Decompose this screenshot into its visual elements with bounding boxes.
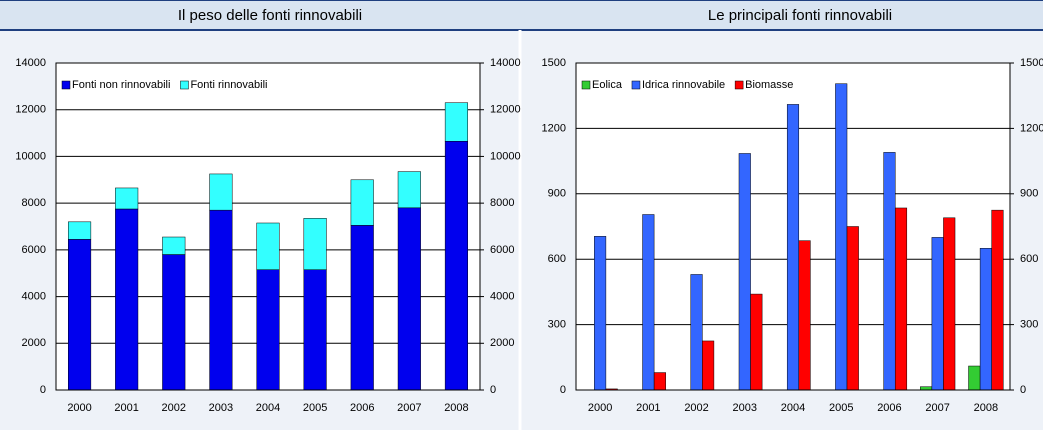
x-tick-label: 2000 [67, 402, 91, 414]
bar [738, 153, 751, 391]
x-tick-label: 2000 [588, 402, 612, 414]
y2-tick-label: 1200 [1020, 122, 1043, 134]
bar [786, 104, 800, 391]
legend-label: Fonti rinnovabili [190, 79, 267, 91]
y2-tick-label: 300 [1020, 319, 1038, 331]
y2-tick-label: 14000 [490, 57, 521, 69]
bar-segment [397, 207, 421, 391]
y2-tick-label: 2000 [490, 337, 514, 349]
legend-swatch [581, 80, 591, 90]
y-tick-label: 300 [548, 319, 566, 331]
bar-segment [350, 179, 374, 226]
x-tick-label: 2008 [974, 402, 998, 414]
y2-tick-label: 0 [490, 384, 496, 396]
x-tick-label: 2005 [829, 402, 853, 414]
y-tick-label: 10000 [15, 150, 46, 162]
y-tick-label: 900 [548, 188, 566, 200]
y-tick-label: 0 [560, 384, 566, 396]
legend-swatch [734, 80, 744, 90]
x-tick-label: 2004 [256, 402, 280, 414]
y2-tick-label: 12000 [490, 104, 521, 116]
legend-label: Biomasse [745, 79, 793, 91]
plot-border [575, 62, 1011, 391]
legend-swatch [180, 80, 189, 90]
x-tick-label: 2003 [209, 402, 233, 414]
y2-tick-label: 8000 [490, 197, 514, 209]
y-tick-label: 4000 [22, 290, 46, 302]
y-tick-label: 8000 [22, 197, 46, 209]
y-tick-label: 14000 [15, 57, 46, 69]
bar [690, 274, 703, 391]
bar [991, 209, 1004, 391]
legend-swatch [61, 80, 71, 90]
bar [883, 152, 896, 391]
x-tick-label: 2007 [925, 402, 949, 414]
x-tick-label: 2001 [114, 402, 138, 414]
legend-label: Idrica rinnovabile [642, 79, 725, 91]
y-tick-label: 12000 [15, 104, 46, 116]
bar-segment [303, 218, 327, 270]
x-tick-label: 2006 [350, 402, 374, 414]
bar-segment [444, 102, 469, 142]
y-tick-label: 1200 [542, 122, 566, 134]
x-tick-label: 2002 [684, 402, 708, 414]
header-band [0, 0, 1043, 30]
y-tick-label: 0 [40, 384, 46, 396]
bar-segment [115, 187, 139, 210]
x-tick-label: 2008 [444, 402, 468, 414]
bar-segment [67, 221, 92, 240]
bar-segment [162, 254, 186, 391]
bar-segment [444, 140, 469, 391]
bar [846, 226, 859, 391]
bar-segment [115, 208, 139, 391]
bar [931, 237, 944, 391]
bar [642, 214, 655, 391]
bar-segment [350, 225, 374, 391]
y2-tick-label: 10000 [490, 150, 521, 162]
bar-segment [209, 209, 233, 391]
bar [750, 293, 763, 391]
x-tick-label: 2006 [877, 402, 901, 414]
bar-segment [397, 171, 421, 209]
bar-segment [67, 239, 92, 391]
bar-segment [303, 269, 327, 391]
y-tick-label: 600 [548, 253, 566, 265]
x-tick-label: 2005 [303, 402, 327, 414]
y2-tick-label: 600 [1020, 253, 1038, 265]
bar [943, 217, 956, 391]
legend-label: Eolica [592, 79, 623, 91]
x-tick-label: 2002 [162, 402, 186, 414]
y2-tick-label: 900 [1020, 188, 1038, 200]
bar [594, 236, 607, 391]
y-tick-label: 1500 [542, 57, 566, 69]
y2-tick-label: 1500 [1020, 57, 1043, 69]
legend-label: Fonti non rinnovabili [72, 79, 170, 91]
bar [835, 83, 848, 391]
bar [894, 207, 908, 391]
chart-title: Il peso delle fonti rinnovabili [178, 7, 362, 24]
legend-swatch [631, 80, 641, 90]
y2-tick-label: 6000 [490, 244, 514, 256]
bar [653, 372, 666, 391]
bar [798, 240, 811, 391]
bar-segment [162, 236, 186, 255]
bar [968, 365, 981, 391]
bar-segment [256, 222, 280, 270]
bar [979, 248, 992, 391]
y-tick-label: 2000 [22, 337, 46, 349]
bar-segment [209, 173, 233, 211]
chart-title: Le principali fonti rinnovabili [708, 7, 892, 24]
x-tick-label: 2003 [733, 402, 757, 414]
plot-border [55, 62, 481, 391]
y-tick-label: 6000 [22, 244, 46, 256]
x-tick-label: 2004 [781, 402, 805, 414]
x-tick-label: 2001 [636, 402, 660, 414]
y2-tick-label: 0 [1020, 384, 1026, 396]
bar-segment [256, 269, 280, 391]
x-tick-label: 2007 [397, 402, 421, 414]
y2-tick-label: 4000 [490, 290, 514, 302]
bar [702, 340, 715, 391]
